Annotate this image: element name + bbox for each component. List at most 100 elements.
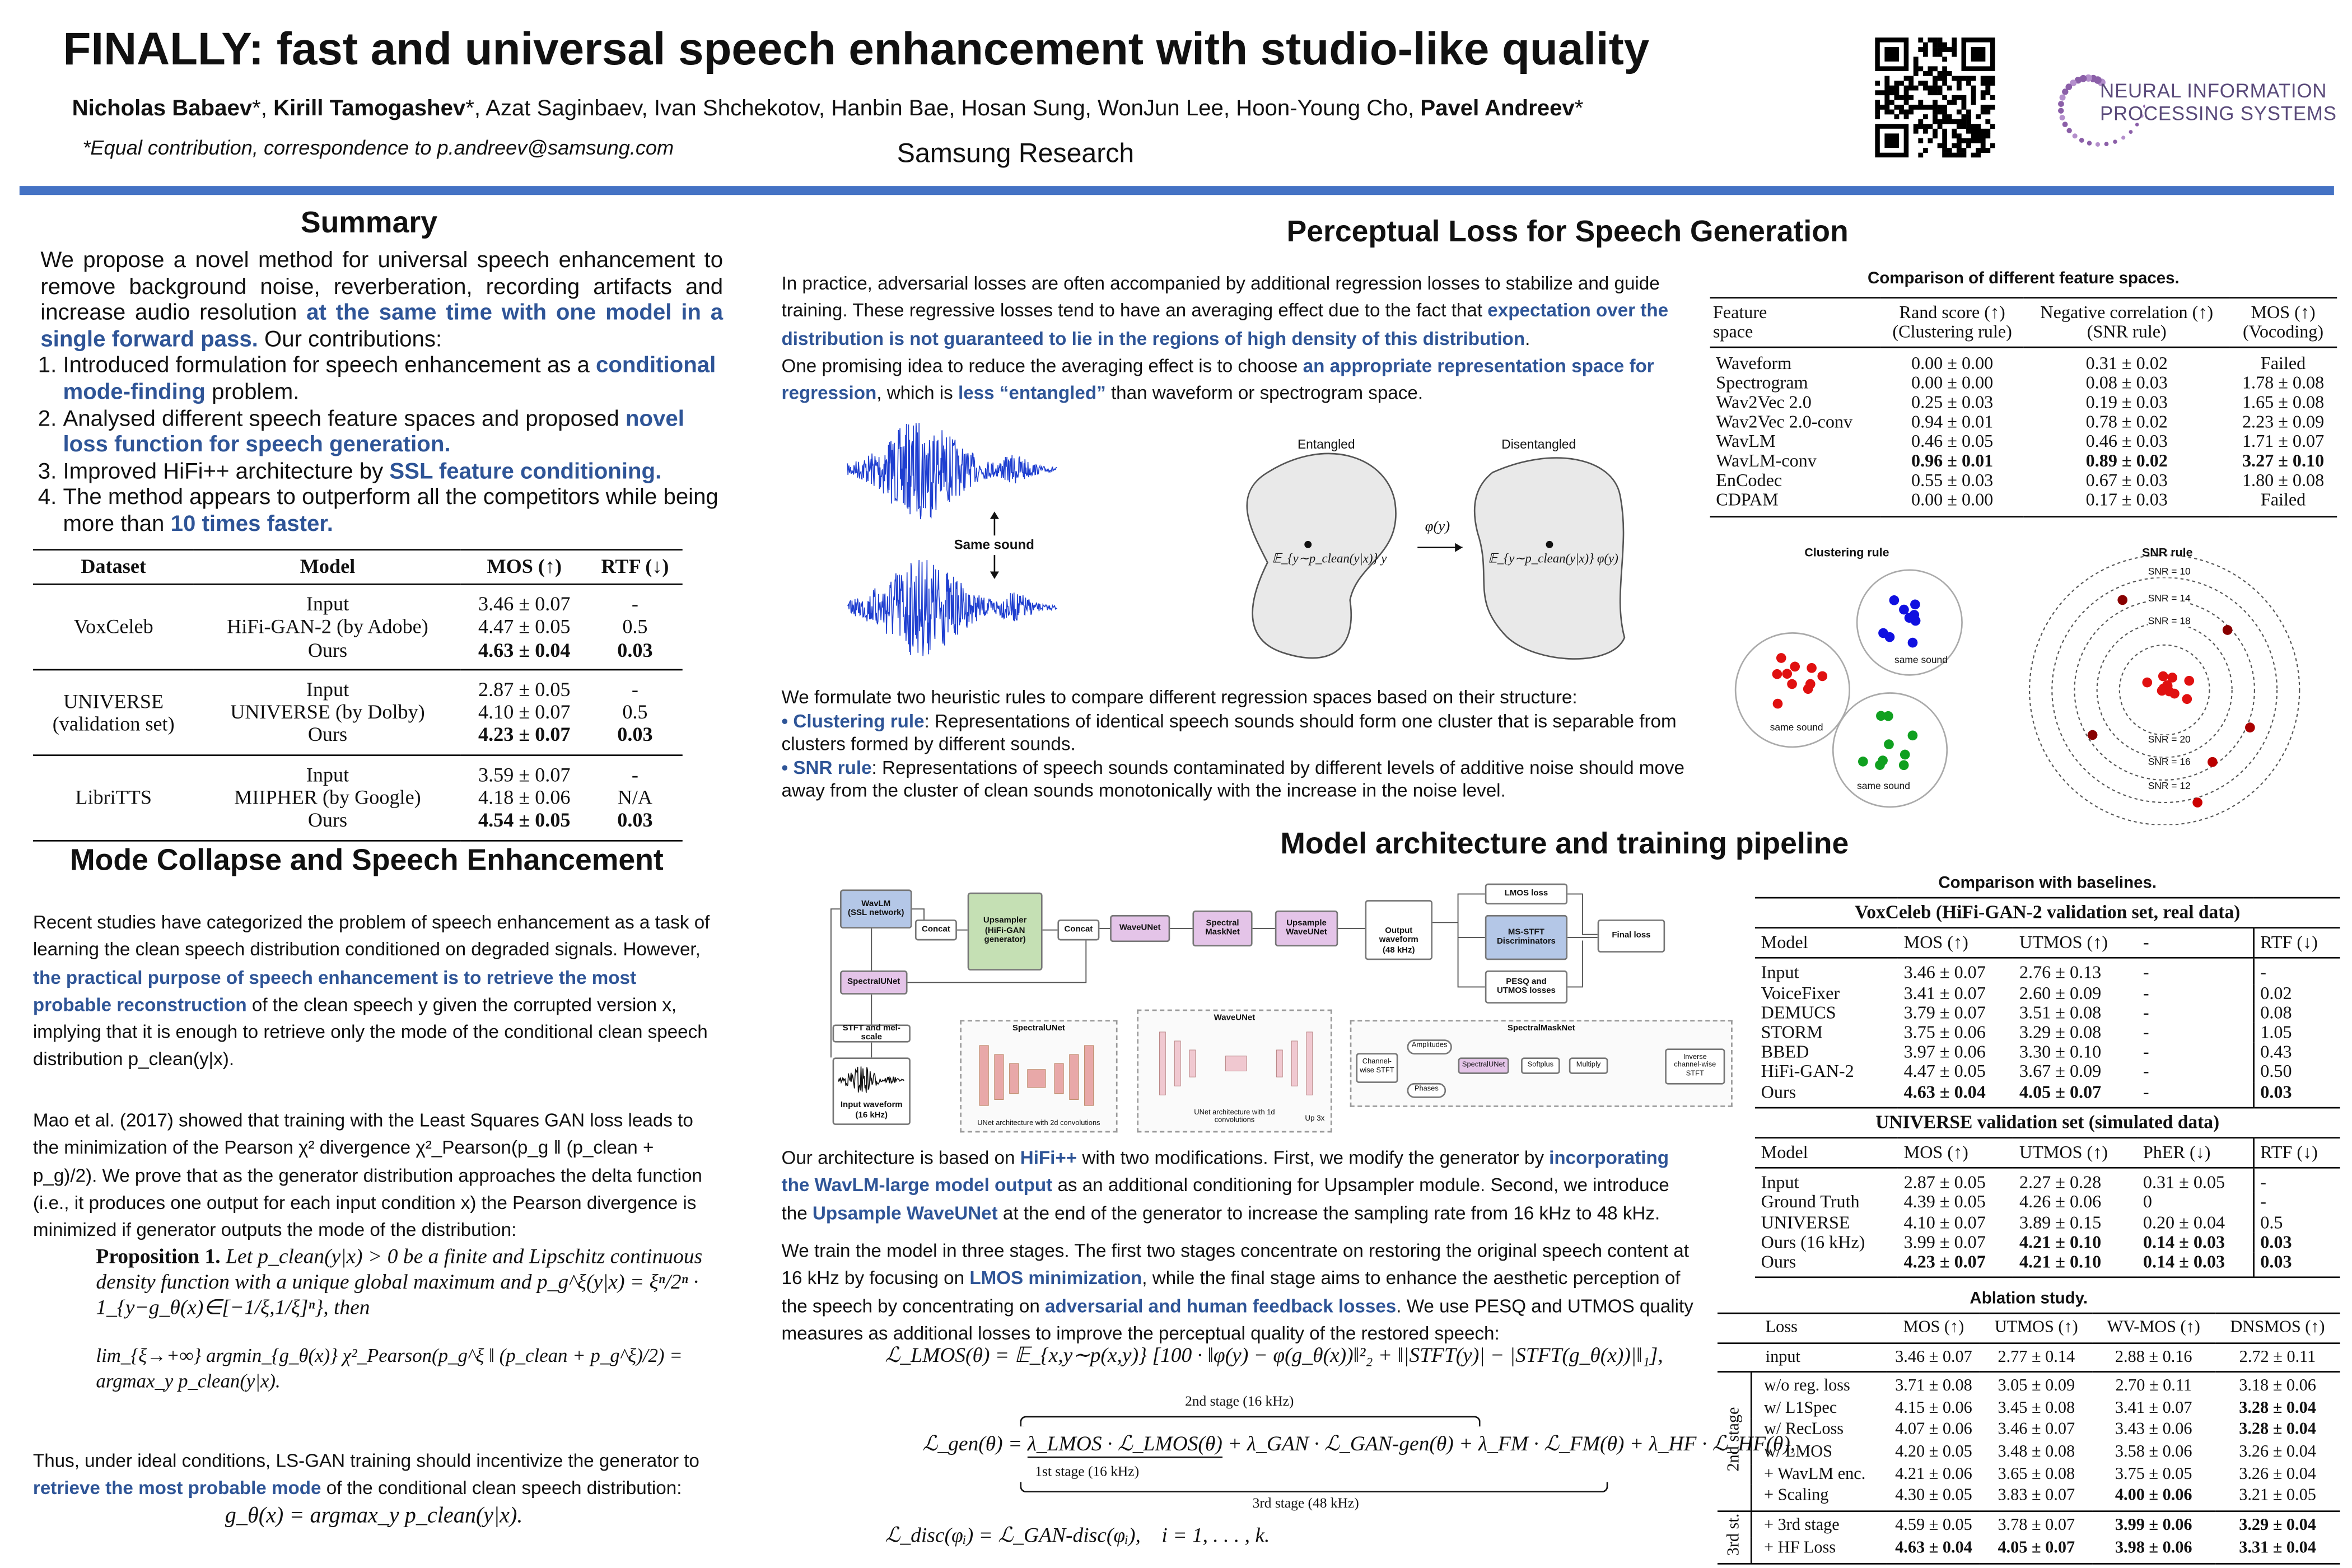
formula: ℒ_gen(θ) = λ_LMOS · ℒ_LMOS(θ) + λ_GAN · … xyxy=(922,1432,1795,1458)
diagram-box: SpectralUNet xyxy=(1458,1057,1509,1074)
table-row: Waveform 0.00 ± 0.00 0.31 ± 0.02 Failed xyxy=(1710,347,2337,374)
table-cell: 2.70 ± 0.11 xyxy=(2115,1377,2192,1396)
point xyxy=(2158,671,2168,682)
table-row: UNIVERSE (validation set) Input 2.87 ± 0.0… xyxy=(32,669,683,735)
formula: g_θ(x) = argmax_y p_clean(y|x). xyxy=(225,1504,523,1529)
table-row: Ours 4.23 ± 0.07 0.03 xyxy=(33,724,683,755)
qr-module xyxy=(1908,85,1914,91)
table-cell: 0.08 xyxy=(2252,1002,2340,1023)
qr-module xyxy=(1985,104,1991,110)
authors: Nicholas Babaev*, Kirill Tamogashev*, Az… xyxy=(72,96,1584,122)
text-run: , which is xyxy=(876,382,958,404)
qr-module xyxy=(1961,95,1967,100)
logo-dot xyxy=(2079,138,2084,143)
qr-module xyxy=(1933,100,1938,105)
logo-dot xyxy=(2084,74,2092,82)
table-cell: 0.50 xyxy=(2252,1062,2340,1082)
table-cell: - xyxy=(2143,1021,2149,1043)
paragraph: • SNR rule: Representations of speech so… xyxy=(782,757,1704,804)
logo-dot xyxy=(2058,108,2064,114)
qr-module xyxy=(1942,76,1948,81)
paragraph: We propose a novel method for universal … xyxy=(40,248,723,353)
qr-module xyxy=(1942,104,1948,110)
table-row: Input 2.87 ± 0.05 2.27 ± 0.28 0.31 ± 0.05 - xyxy=(1755,1168,2340,1193)
stage-label: 2nd stage (16 kHz) xyxy=(1185,1395,1294,1410)
table-cell: 3.75 ± 0.05 xyxy=(2115,1464,2192,1483)
architecture-diagram: WavLM (SSL network) Concat Upsampler (Hi… xyxy=(810,878,1740,1140)
qr-module xyxy=(1947,47,1952,52)
qr-module xyxy=(1942,66,1948,72)
emphasis: Pavel Andreev xyxy=(1420,96,1575,122)
contribution-list: Introduced formulation for speech enhanc… xyxy=(40,353,723,538)
qr-module xyxy=(1961,119,1967,124)
point xyxy=(2169,688,2180,699)
qr-module xyxy=(1980,133,1986,139)
table-cell: 3.65 ± 0.08 xyxy=(1998,1464,2075,1483)
fig-label: Disentangled xyxy=(1501,436,1576,452)
table-cell: 2.87 ± 0.05 xyxy=(1903,1172,1986,1193)
qr-module xyxy=(1976,152,1981,158)
qr-module xyxy=(1971,152,1976,158)
qr-module xyxy=(1922,124,1928,129)
qr-module xyxy=(1942,114,1948,119)
qr-module xyxy=(1908,95,1914,100)
header-cell: MOS (↑) xyxy=(487,555,562,578)
text-run: We propose a novel method for universal … xyxy=(40,247,724,326)
point xyxy=(2208,757,2218,767)
header-row: Feature space Rand score (↑) (Clustering … xyxy=(1710,298,2337,348)
qr-module xyxy=(1933,81,1938,86)
dataset-cell: UNIVERSE (validation set) xyxy=(52,689,175,735)
table-cell: BBED xyxy=(1761,1041,1809,1063)
qr-module xyxy=(1884,76,1890,81)
qr-module xyxy=(1884,104,1890,110)
paragraph-block: In practice, adversarial losses are ofte… xyxy=(782,270,1700,407)
table-cell: Ours xyxy=(307,638,348,661)
table-cell: Spectrogram xyxy=(1716,372,1808,393)
paragraph: We formulate two heuristic rules to comp… xyxy=(782,687,1704,711)
logo-dot xyxy=(2059,94,2066,101)
table-cell: 2.72 ± 0.11 xyxy=(2239,1347,2316,1366)
qr-module xyxy=(1980,90,1986,96)
table-row: 3rd st. + 3rd stage 4.59 ± 0.05 3.78 ± 0.07… xyxy=(1717,1510,2340,1564)
table-row: VoxCeleb Input 3.46 ± 0.07 - xyxy=(33,584,683,638)
table-title: Comparison with baselines. xyxy=(1938,874,2157,893)
logo-dot xyxy=(2095,142,2101,147)
table-cell: 0.5 xyxy=(2252,1212,2340,1233)
qr-module xyxy=(1884,100,1890,105)
table-cell: 0.19 ± 0.03 xyxy=(2085,391,2168,413)
qr-module xyxy=(1971,90,1976,96)
logo-text: NEURAL INFORMATION PROCESSING SYSTEMS xyxy=(2100,80,2337,124)
header-cell: UTMOS (↑) xyxy=(1994,1318,2078,1337)
fig-label: same sound xyxy=(1857,781,1910,792)
table-row: 2nd stage w/o reg. loss 3.71 ± 0.08 3.05 ± … xyxy=(1717,1372,2340,1511)
table-cell: 4.00 ± 0.06 xyxy=(2115,1486,2192,1505)
contribution: Analysed different speech feature spaces… xyxy=(63,406,723,459)
table-cell: 3.71 ± 0.08 xyxy=(1895,1377,1972,1396)
qr-module xyxy=(1884,85,1890,91)
waveform xyxy=(847,423,1057,520)
emphasis: Nicholas Babaev xyxy=(72,96,253,122)
qr-module xyxy=(1928,71,1933,76)
cluster xyxy=(1832,692,1948,808)
formula: ℒ_LMOS(θ) = 𝔼_{x,y∼p(x,y)} [100 · ‖φ(y) … xyxy=(885,1345,1663,1368)
qr-module xyxy=(1985,133,1991,139)
group-label: 2nd stage xyxy=(1724,1406,1743,1471)
qr-module xyxy=(1971,128,1976,134)
header-cell: MOS (↑) xyxy=(1903,931,1968,953)
table-cell: 2.23 ± 0.09 xyxy=(2242,410,2325,432)
qr-module xyxy=(1922,104,1928,110)
text-run: : Representations of speech sounds conta… xyxy=(781,757,1684,802)
section-row: UNIVERSE validation set (simulated data) xyxy=(1754,1107,2340,1138)
qr-module xyxy=(1952,47,1957,52)
qr-module xyxy=(1976,124,1981,129)
diagram-box: Upsample WaveUNet xyxy=(1275,910,1338,947)
table-cell: 3.99 ± 0.06 xyxy=(2115,1516,2192,1534)
fig-label: SNR = 12 xyxy=(2148,781,2191,792)
point xyxy=(2142,677,2153,688)
qr-module xyxy=(1942,138,1948,143)
section-row: VoxCeleb (HiFi-GAN-2 validation set, rea… xyxy=(1754,898,2340,928)
point xyxy=(2222,625,2233,635)
qr-module xyxy=(1966,138,1971,143)
qr-module xyxy=(1976,128,1981,134)
table-cell: 4.47 ± 0.05 xyxy=(478,615,571,638)
